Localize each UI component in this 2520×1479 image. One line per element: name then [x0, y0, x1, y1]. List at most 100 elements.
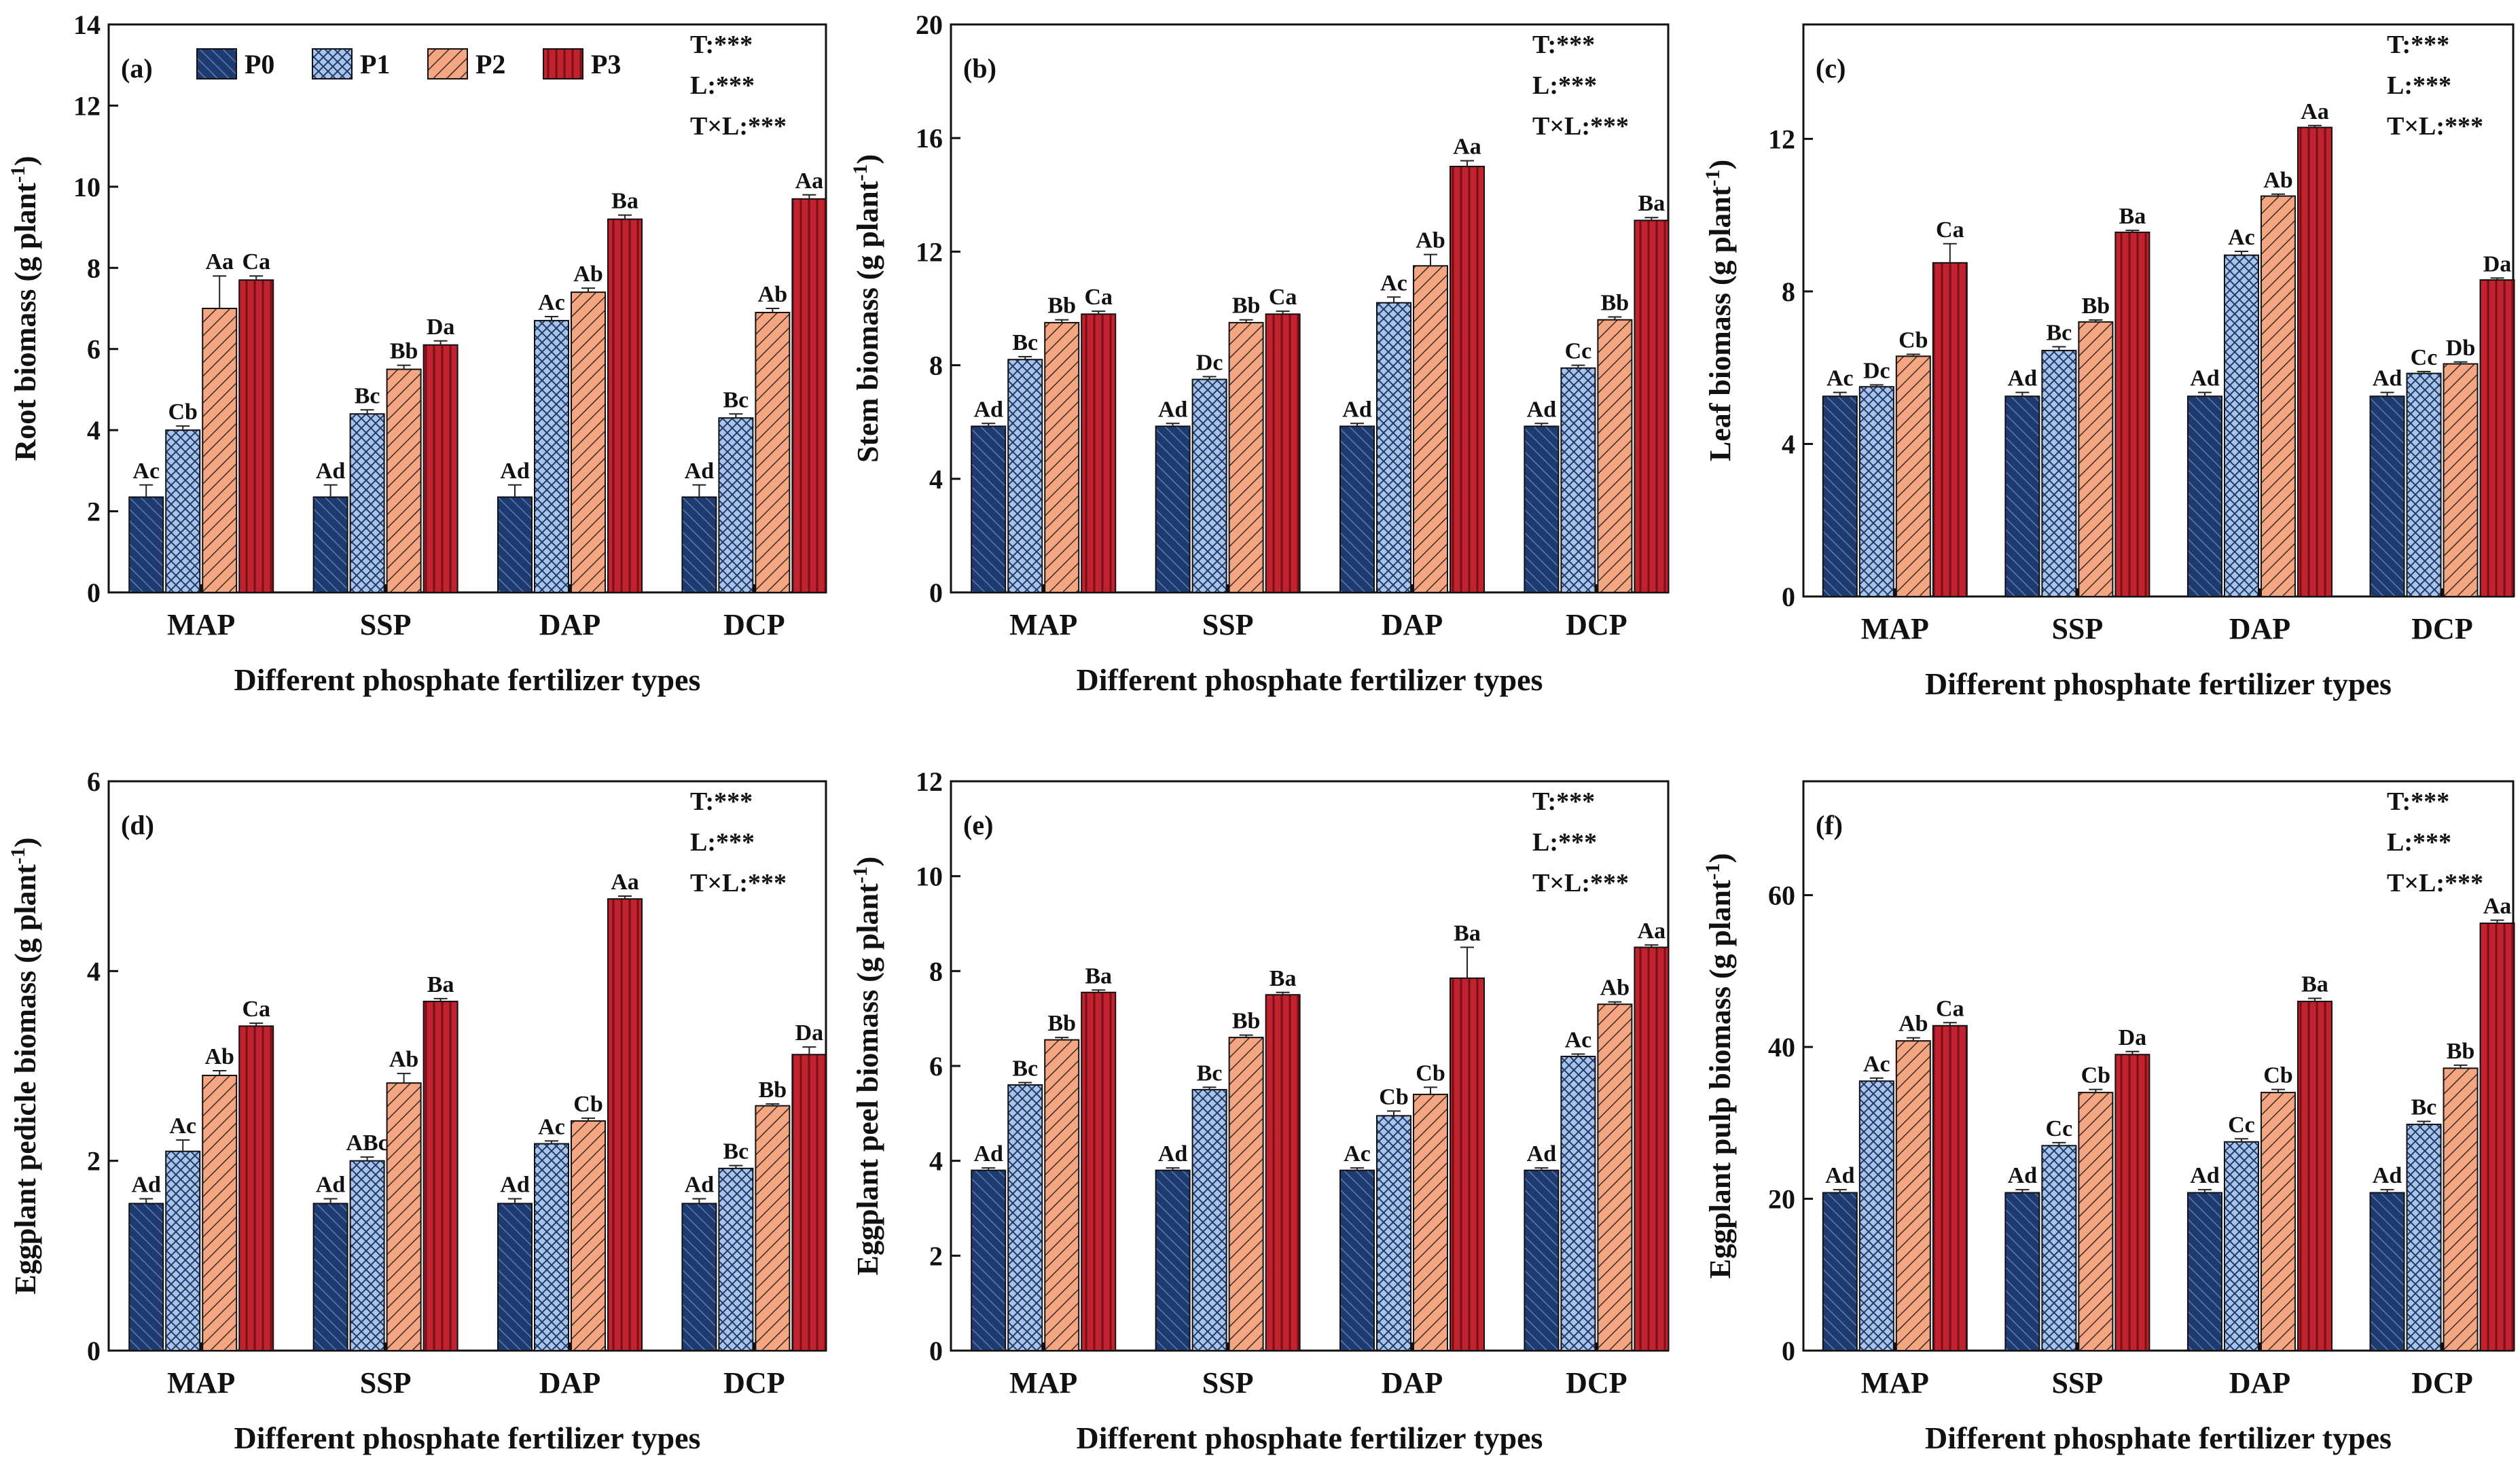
bar-label: Db	[2446, 336, 2475, 361]
bar-label: Bc	[1012, 1056, 1038, 1081]
bar-p3-map	[1932, 1024, 1968, 1352]
bar-label: Ca	[1084, 285, 1113, 310]
x-tick-label: MAP	[1009, 1366, 1077, 1400]
bar-p3-dap	[1450, 977, 1486, 1351]
bar-label: Bb	[1601, 291, 1630, 316]
legend-swatch-p3	[543, 48, 583, 79]
bar-p0-map	[1822, 1192, 1858, 1352]
bar-p0-dap	[1339, 1169, 1375, 1351]
bar-p3-map	[238, 1025, 274, 1351]
x-axis-label: Different phosphate fertilizer types	[1077, 662, 1543, 697]
bar-label: Aa	[611, 870, 639, 895]
bar-p1-dap	[1376, 1115, 1412, 1351]
y-tick-label: 0	[929, 1336, 943, 1366]
bar-label: Bc	[1197, 1061, 1223, 1086]
bar-label: Bb	[2447, 1039, 2475, 1064]
bar-p0-map	[1822, 395, 1858, 597]
bar-p1-dap	[534, 1143, 570, 1351]
bar-p2-map	[1044, 321, 1080, 593]
y-tick-label: 0	[87, 577, 101, 608]
bar-p3-dcp	[791, 198, 827, 593]
y-tick-label: 12	[1768, 124, 1795, 154]
bar-label: Ca	[1269, 285, 1297, 310]
bar-p1-ssp	[2041, 1145, 2077, 1351]
x-axis-label: Different phosphate fertilizer types	[1925, 666, 2392, 701]
stat-line: T:***	[690, 787, 753, 816]
x-tick-label: DAP	[539, 1366, 600, 1400]
y-tick-label: 4	[929, 464, 943, 495]
bar-label: Bc	[1012, 330, 1038, 355]
bar-p1-map	[165, 429, 201, 594]
bar-p0-dap	[2186, 395, 2222, 597]
stat-line: T:***	[690, 31, 753, 59]
bar-label: Ad	[1527, 1141, 1557, 1166]
bar-label: Ad	[1825, 1163, 1855, 1188]
bar-label: Bb	[1232, 1009, 1261, 1034]
bar-label: Ac	[1344, 1141, 1371, 1166]
bar-label: Bb	[390, 339, 418, 364]
bar-label: Bb	[1232, 293, 1261, 319]
bar-label: Ad	[685, 459, 715, 484]
bar-label: Ad	[2008, 1163, 2038, 1188]
bar-p1-dap	[534, 319, 570, 593]
bar-p3-dap	[1450, 166, 1486, 593]
bar-p2-dap	[571, 291, 607, 593]
bar-p2-dcp	[755, 1105, 791, 1352]
x-tick-label: DAP	[539, 608, 600, 641]
bar-p0-map	[128, 1202, 164, 1352]
bar-label: Ca	[1936, 217, 1964, 243]
bar-p2-map	[202, 308, 238, 593]
y-axis-label: Root biomass (g plant-1)	[7, 156, 42, 461]
bar-p0-ssp	[1155, 1169, 1191, 1351]
bar-p0-dap	[1339, 425, 1375, 593]
bar-p0-dap	[497, 496, 533, 594]
bar-label: Ac	[1565, 1028, 1592, 1053]
bar-label: Ad	[2373, 1163, 2402, 1188]
y-axis-label-close: )	[1704, 853, 1737, 863]
stat-line: T:***	[2387, 31, 2449, 59]
bar-p3-dap	[2297, 126, 2333, 597]
bar-p2-dap	[2260, 195, 2296, 598]
bar-label: Ab	[389, 1047, 418, 1072]
bar-p2-map	[202, 1074, 238, 1351]
bar-p2-dap	[1413, 1093, 1449, 1352]
bar-p0-ssp	[1155, 425, 1191, 593]
bar-label: Da	[2119, 1025, 2147, 1050]
bar-label: Ac	[132, 459, 160, 484]
bar-label: Cb	[573, 1092, 602, 1117]
x-tick-label: DAP	[2229, 1366, 2290, 1400]
bar-p2-ssp	[386, 1082, 422, 1351]
bar-p3-ssp	[2114, 231, 2150, 597]
bar-label: Ab	[1416, 228, 1445, 253]
bar-p0-dap	[2186, 1192, 2222, 1352]
x-tick-label: MAP	[167, 1366, 235, 1400]
y-tick-label: 12	[73, 90, 101, 121]
bar-p2-map	[1895, 1040, 1931, 1352]
bar-p3-ssp	[422, 344, 458, 593]
stat-line: L:***	[690, 71, 755, 100]
y-tick-label: 40	[1768, 1032, 1795, 1063]
y-tick-label: 8	[929, 351, 943, 381]
y-axis-label-sup: -1	[1702, 863, 1724, 880]
x-axis-label: Different phosphate fertilizer types	[1077, 1421, 1543, 1455]
bar-label: Ad	[2373, 366, 2402, 391]
stat-line: L:***	[1532, 71, 1597, 100]
bar-label: Bb	[2082, 293, 2110, 319]
bar-label: Bc	[723, 1139, 749, 1164]
bar-p1-map	[1007, 359, 1043, 593]
chart-panel-1: 0 2 4 6 8 10 12 14 Ac Cb Aa Ca MAP Ad Bc Bb Da SSP Ad Ac Ab B…	[7, 10, 827, 697]
bar-p0-ssp	[2004, 395, 2040, 597]
y-tick-label: 4	[1782, 429, 1795, 459]
legend-label-p1: P1	[360, 49, 390, 79]
stat-line: L:***	[690, 828, 755, 857]
x-tick-label: SSP	[2051, 612, 2103, 645]
bar-label: Ca	[1936, 996, 1964, 1021]
bar-label: Cb	[1379, 1084, 1408, 1109]
bar-label: Aa	[1638, 919, 1666, 944]
y-tick-label: 60	[1768, 880, 1795, 911]
bar-p3-dcp	[1634, 219, 1670, 594]
bar-p0-map	[971, 425, 1007, 593]
y-axis-label-sup: -1	[849, 164, 871, 181]
bar-p2-ssp	[1228, 321, 1264, 593]
